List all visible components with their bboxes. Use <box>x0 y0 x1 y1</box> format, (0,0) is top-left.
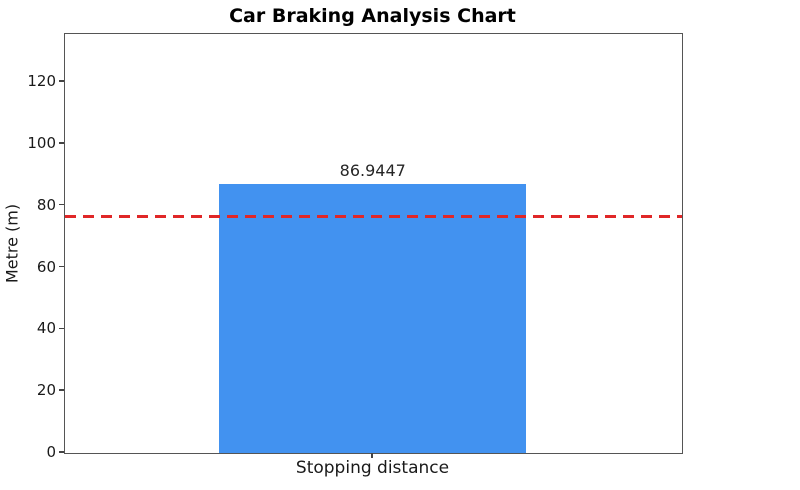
y-tick-label: 20 <box>36 381 56 400</box>
y-tick-label: 40 <box>36 319 56 338</box>
y-tick-mark <box>59 142 64 144</box>
chart-title: Car Braking Analysis Chart <box>229 5 516 27</box>
y-tick-label: 0 <box>46 443 56 461</box>
x-tick-mark <box>371 453 373 458</box>
x-tick-label: Stopping distance <box>295 458 450 478</box>
y-tick-label: 60 <box>36 257 56 276</box>
y-tick-mark <box>59 80 64 82</box>
reference-line <box>65 214 682 218</box>
y-tick-label: 80 <box>36 195 56 214</box>
y-axis-label: Metre (m) <box>2 203 22 284</box>
y-tick-mark <box>59 203 64 206</box>
y-tick-mark <box>59 451 64 453</box>
y-tick-label: 100 <box>27 133 56 152</box>
y-tick-mark <box>59 327 64 330</box>
bar-value-label: 86.9447 <box>339 161 406 181</box>
y-tick-label: 120 <box>27 71 56 90</box>
plot-area: 86.9447 <box>64 33 683 454</box>
bar-stopping-distance <box>219 184 527 453</box>
y-tick-mark <box>59 265 64 268</box>
y-tick-mark <box>59 389 64 391</box>
